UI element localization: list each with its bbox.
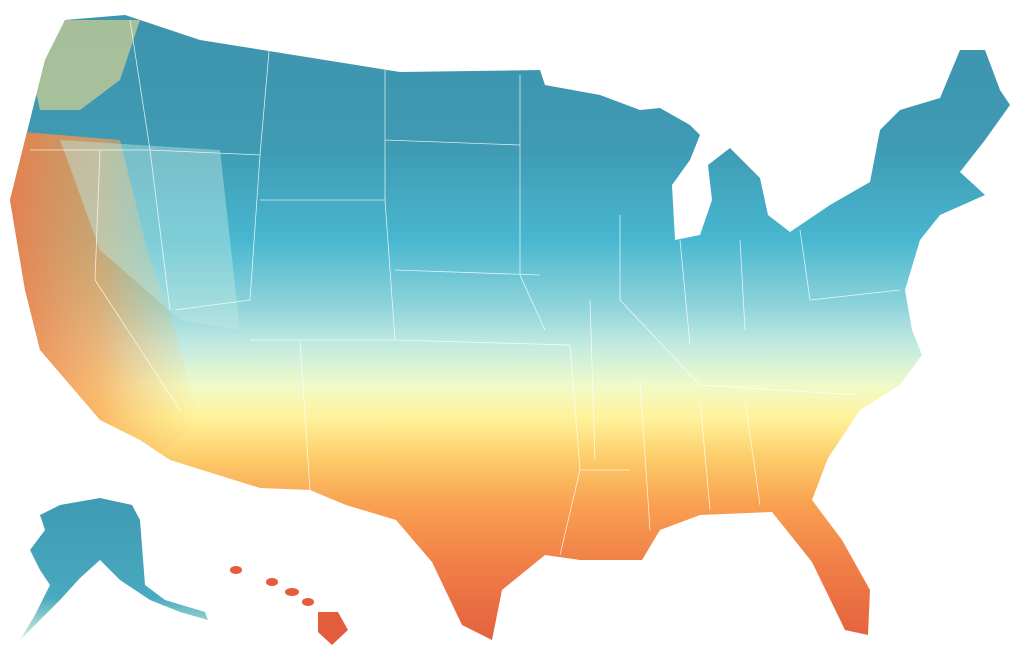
island [302, 598, 314, 606]
alaska [20, 498, 208, 640]
island [285, 588, 299, 596]
hawaii [230, 566, 348, 645]
island [318, 612, 348, 645]
island [266, 578, 278, 586]
island [230, 566, 242, 574]
state-borders [30, 19, 901, 556]
great-basin [60, 140, 240, 330]
